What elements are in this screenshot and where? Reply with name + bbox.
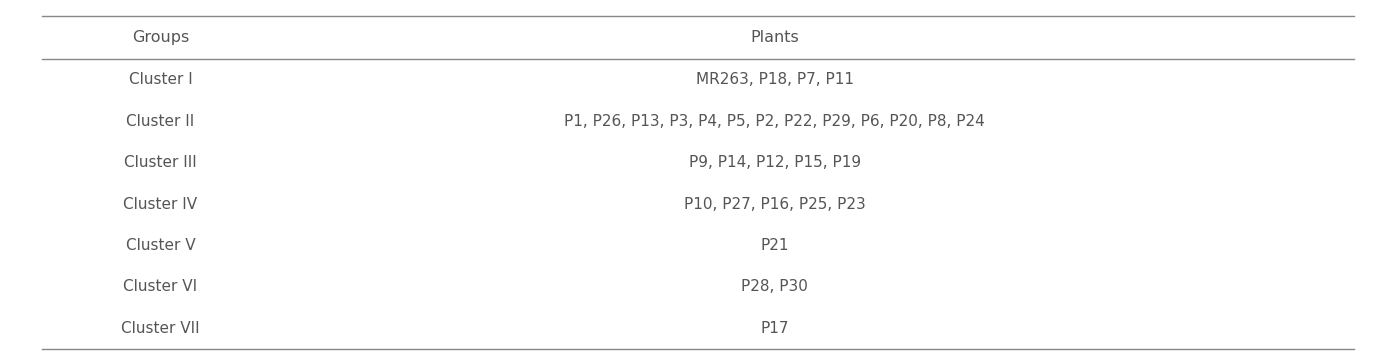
Text: P9, P14, P12, P15, P19: P9, P14, P12, P15, P19 <box>688 155 861 170</box>
Text: P28, P30: P28, P30 <box>741 279 808 294</box>
Text: Plants: Plants <box>751 30 799 45</box>
Text: Cluster V: Cluster V <box>126 238 195 253</box>
Text: P1, P26, P13, P3, P4, P5, P2, P22, P29, P6, P20, P8, P24: P1, P26, P13, P3, P4, P5, P2, P22, P29, … <box>564 114 986 129</box>
Text: Groups: Groups <box>131 30 190 45</box>
Text: P21: P21 <box>761 238 789 253</box>
Text: P10, P27, P16, P25, P23: P10, P27, P16, P25, P23 <box>684 197 866 212</box>
Text: Cluster III: Cluster III <box>124 155 197 170</box>
Text: P17: P17 <box>761 321 789 336</box>
Text: Cluster IV: Cluster IV <box>123 197 198 212</box>
Text: MR263, P18, P7, P11: MR263, P18, P7, P11 <box>695 72 854 87</box>
Text: Cluster VI: Cluster VI <box>123 279 198 294</box>
Text: Cluster II: Cluster II <box>127 114 194 129</box>
Text: Cluster VII: Cluster VII <box>121 321 200 336</box>
Text: Cluster I: Cluster I <box>128 72 193 87</box>
